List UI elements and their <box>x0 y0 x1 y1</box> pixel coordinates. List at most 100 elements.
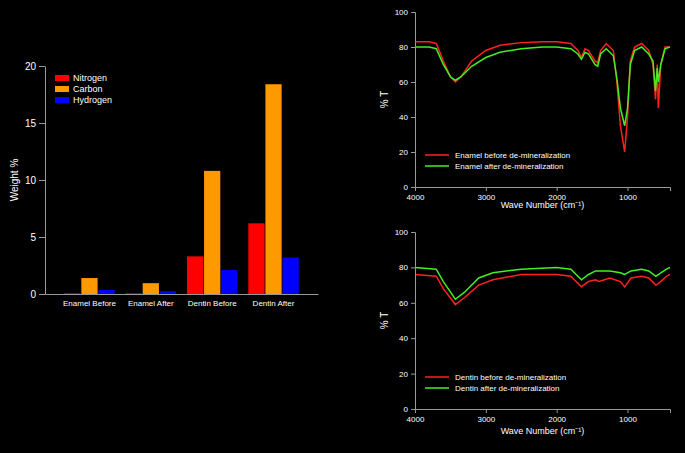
tick-label: 20 <box>399 370 408 379</box>
bar <box>204 171 220 294</box>
line <box>415 267 670 299</box>
axis-title: % T <box>379 312 390 330</box>
bar <box>143 283 159 294</box>
tick-mark <box>411 47 415 48</box>
legend-swatch <box>425 387 449 389</box>
tick-label: 4000 <box>407 415 425 424</box>
tick-label: 10 <box>25 175 37 186</box>
axis: Enamel Before Enamel After Dentin Before De… <box>46 295 319 308</box>
tick: 40 <box>399 113 415 122</box>
tick: Dentin After <box>253 299 295 308</box>
tick-mark <box>411 267 415 268</box>
tick-mark <box>39 180 45 181</box>
axis: 4000 3000 2000 1000 <box>407 409 671 424</box>
bar <box>248 223 264 294</box>
tick-label: 3000 <box>477 193 495 202</box>
tick: 100 <box>395 228 415 237</box>
tick: 1000 <box>619 187 637 202</box>
tick-label: 4000 <box>407 193 425 202</box>
tick: 15 <box>25 118 45 129</box>
bar <box>265 84 281 294</box>
chart: 0 20 40 60 80 100 4000 3000 2000 1000 % T Wave Numb… <box>379 228 671 436</box>
legend: Enamel before de-mineralizationEnamel af… <box>425 151 570 171</box>
axis: 0 20 40 60 80 100 <box>395 228 416 414</box>
tick-label: 1000 <box>619 193 637 202</box>
tick: 3000 <box>477 187 495 202</box>
tick-label: Enamel Before <box>63 299 116 308</box>
tick-mark <box>486 187 487 191</box>
tick-label: 60 <box>399 299 408 308</box>
tick: 4000 <box>407 187 425 202</box>
legend: Dentin before de-mineralization Dentin af… <box>425 373 566 393</box>
tick-mark <box>39 294 45 295</box>
axis-line <box>416 188 671 192</box>
line <box>415 47 670 126</box>
tick: 3000 <box>477 409 495 424</box>
tick: 100 <box>395 8 415 17</box>
axis-line <box>46 294 319 295</box>
axis: 0 20 40 60 80 100 <box>395 8 416 192</box>
line <box>415 42 670 152</box>
tick: 4000 <box>407 409 425 424</box>
tick-mark <box>486 409 487 413</box>
legend-item: Enamel before de-mineralization <box>425 151 570 160</box>
tick-mark <box>557 409 558 413</box>
tick-label: 40 <box>399 334 408 343</box>
legend-swatch <box>55 86 69 92</box>
plot-area <box>415 42 670 152</box>
axis: 05101520 <box>25 61 46 300</box>
legend-swatch <box>55 75 69 81</box>
axis-title: Wave Number (cm⁻¹) <box>501 426 585 436</box>
tick-mark <box>39 66 45 67</box>
tick: 80 <box>399 263 415 272</box>
bar <box>187 256 203 294</box>
tick-label: Dentin After <box>253 299 295 308</box>
tick: 10 <box>25 175 45 186</box>
legend-label: Dentin before de-mineralization <box>455 373 566 382</box>
tick-mark <box>628 409 629 413</box>
bar <box>64 293 80 294</box>
legend-swatch <box>425 165 449 167</box>
tick-mark <box>411 409 415 410</box>
tick-label: 2000 <box>548 415 566 424</box>
tick: 60 <box>399 299 415 308</box>
legend-item: Hydrogen <box>55 95 112 105</box>
tick-label: 0 <box>404 183 409 192</box>
tick-mark <box>411 232 415 233</box>
bar <box>126 293 142 294</box>
bar <box>160 291 176 294</box>
tick: 5 <box>30 232 45 243</box>
tick-label: 60 <box>399 78 408 87</box>
bar <box>98 290 114 294</box>
tick-label: 20 <box>399 148 408 157</box>
axis-line <box>45 67 46 295</box>
tick-label: 5 <box>30 232 36 243</box>
tick: 20 <box>25 61 45 72</box>
tick-label: 0 <box>404 405 409 414</box>
tick: 2000 <box>548 409 566 424</box>
legend-item: Dentin after de-mineralization <box>425 384 560 393</box>
tick-mark <box>415 409 416 413</box>
tick-label: 40 <box>399 113 408 122</box>
tick-label: 20 <box>25 61 37 72</box>
chart: 0204060801004000300020001000% TWave Numb… <box>379 8 671 210</box>
tick-label: 80 <box>399 263 408 272</box>
legend-item: Nitrogen <box>55 73 107 83</box>
axis-title: Wave Number (cm⁻¹) <box>501 200 585 210</box>
tick-label: 1000 <box>619 415 637 424</box>
tick-mark <box>39 123 45 124</box>
tick-mark <box>628 187 629 191</box>
legend-swatch <box>425 376 449 378</box>
axis-title: Weight % <box>9 159 20 202</box>
legend-item: Dentin before de-mineralization <box>425 373 566 382</box>
axis-line <box>416 410 671 414</box>
tick-label: 80 <box>399 43 408 52</box>
tick: Dentin Before <box>188 299 237 308</box>
bar <box>221 270 237 294</box>
legend-label: Hydrogen <box>73 95 112 105</box>
bar <box>81 278 97 294</box>
legend-swatch <box>425 154 449 156</box>
legend-swatch <box>55 97 69 103</box>
tick-mark <box>557 187 558 191</box>
tick: Enamel After <box>128 299 174 308</box>
